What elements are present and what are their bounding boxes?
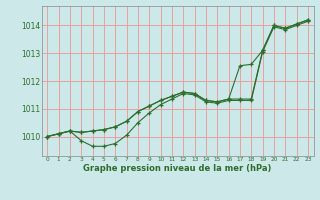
X-axis label: Graphe pression niveau de la mer (hPa): Graphe pression niveau de la mer (hPa) [84,164,272,173]
